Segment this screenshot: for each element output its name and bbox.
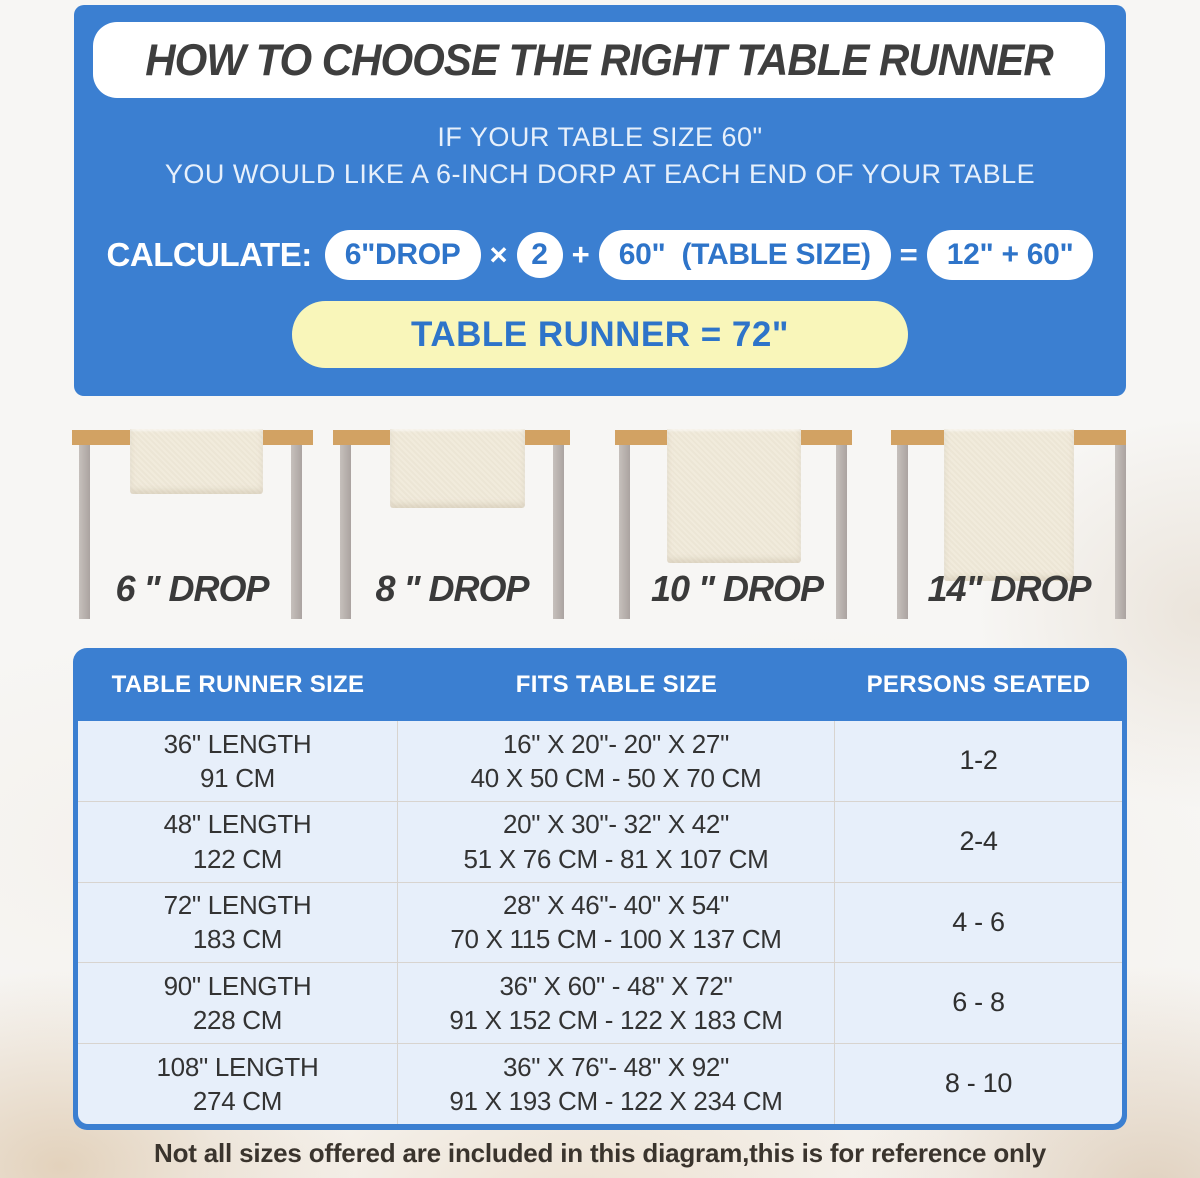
fits-size-cm: 40 X 50 CM - 50 X 70 CM <box>470 762 762 793</box>
fits-size-cm: 51 X 76 CM - 81 X 107 CM <box>463 843 769 874</box>
fits-size-cm: 91 X 193 CM - 122 X 234 CM <box>449 1086 783 1117</box>
page-title: HOW TO CHOOSE THE RIGHT TABLE RUNNER <box>145 34 1053 85</box>
runner-size: 48" LENGTH <box>163 809 312 840</box>
fits-size-cm: 91 X 152 CM - 122 X 183 CM <box>449 1005 783 1036</box>
plus-sign: + <box>571 237 590 272</box>
drop-pill: 6"DROP <box>324 230 481 280</box>
table-runner-cloth <box>390 429 525 508</box>
runner-size: 72" LENGTH <box>163 890 312 921</box>
table-row: 36" LENGTH 91 CM 16" X 20"- 20" X 27" 40… <box>78 721 1122 802</box>
fits-size: 20" X 30"- 32" X 42" <box>502 809 730 840</box>
table-row: 108" LENGTH 274 CM 36" X 76"- 48" X 92" … <box>78 1044 1122 1124</box>
drop-label-6: 6 " DROP <box>115 568 269 609</box>
runner-size-cm: 91 CM <box>199 762 276 793</box>
drop-label-8: 8 " DROP <box>375 568 529 609</box>
table-row: 48" LENGTH 122 CM 20" X 30"- 32" X 42" 5… <box>78 801 1122 883</box>
drop-label-14: 14" DROP <box>927 568 1091 609</box>
table-leg-left <box>619 443 630 619</box>
table-row: 90" LENGTH 228 CM 36" X 60" - 48" X 72" … <box>78 963 1122 1045</box>
runner-size: 36" LENGTH <box>163 728 312 759</box>
size-chart-body: 36" LENGTH 91 CM 16" X 20"- 20" X 27" 40… <box>78 721 1122 1124</box>
footer-note: Not all sizes offered are included in th… <box>154 1138 1046 1168</box>
fits-size-cm: 70 X 115 CM - 100 X 137 CM <box>450 924 782 955</box>
runner-result-pill: TABLE RUNNER = 72" <box>292 301 908 368</box>
persons-seated: 2-4 <box>959 825 998 856</box>
persons-seated: 4 - 6 <box>952 906 1005 937</box>
fits-size: 36" X 76"- 48" X 92" <box>502 1051 730 1082</box>
runner-size-cm: 122 CM <box>192 843 283 874</box>
runner-size: 90" LENGTH <box>163 970 312 1001</box>
persons-seated: 1-2 <box>959 745 998 776</box>
subtitle-line-1: IF YOUR TABLE SIZE 60" <box>437 122 763 152</box>
runner-size: 108" LENGTH <box>156 1051 319 1082</box>
runner-size-cm: 274 CM <box>192 1086 283 1117</box>
table-runner-cloth <box>667 429 801 563</box>
table-leg-left <box>79 443 90 619</box>
equals-sign: = <box>899 237 918 272</box>
subtitle-line-2: YOU WOULD LIKE A 6-INCH DORP AT EACH END… <box>164 159 1036 189</box>
header-runner-size: TABLE RUNNER SIZE <box>111 670 365 698</box>
persons-seated: 6 - 8 <box>952 987 1005 1018</box>
table-leg-right <box>836 443 847 619</box>
size-chart: TABLE RUNNER SIZE FITS TABLE SIZE PERSON… <box>73 648 1127 1130</box>
fits-size: 36" X 60" - 48" X 72" <box>499 970 733 1001</box>
header-persons-seated: PERSONS SEATED <box>866 670 1091 698</box>
multiplier-badge: 2 <box>516 232 563 278</box>
table-leg-right <box>291 443 302 619</box>
header-fits-table: FITS TABLE SIZE <box>515 670 718 698</box>
table-leg-right <box>553 443 564 619</box>
size-chart-header: TABLE RUNNER SIZE FITS TABLE SIZE PERSON… <box>78 648 1122 721</box>
fits-size: 16" X 20"- 20" X 27" <box>502 728 730 759</box>
table-leg-right <box>1115 443 1126 619</box>
drop-label-10: 10 " DROP <box>650 568 824 609</box>
table-leg-left <box>340 443 351 619</box>
fits-size: 28" X 46"- 40" X 54" <box>502 890 730 921</box>
multiply-sign: × <box>489 237 508 272</box>
hero-panel: HOW TO CHOOSE THE RIGHT TABLE RUNNER IF … <box>74 5 1126 396</box>
table-leg-left <box>897 443 908 619</box>
table-runner-cloth <box>130 429 263 494</box>
table-size-pill: 60" (TABLE SIZE) <box>598 230 891 280</box>
sum-pill: 12" + 60" <box>926 230 1094 280</box>
table-row: 72" LENGTH 183 CM 28" X 46"- 40" X 54" 7… <box>78 882 1122 964</box>
runner-size-cm: 183 CM <box>192 924 283 955</box>
calculate-label: CALCULATE: <box>106 236 313 273</box>
table-runner-cloth <box>944 429 1074 581</box>
persons-seated: 8 - 10 <box>944 1068 1013 1099</box>
title-banner: HOW TO CHOOSE THE RIGHT TABLE RUNNER <box>93 22 1105 98</box>
runner-size-cm: 228 CM <box>192 1005 283 1036</box>
calculation-row: CALCULATE: 6"DROP × 2 + 60" (TABLE SIZE)… <box>74 229 1126 281</box>
